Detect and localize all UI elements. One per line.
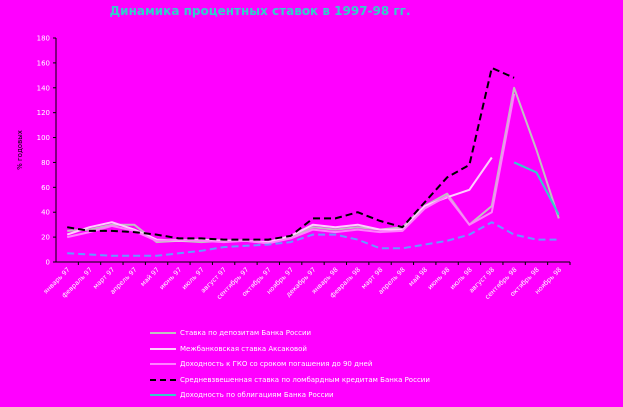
legend-swatch (150, 363, 176, 365)
y-tick-label: 160 (37, 59, 50, 67)
series-line-6 (513, 161, 560, 216)
series-line-2 (66, 156, 493, 244)
legend-swatch (150, 378, 176, 381)
chart-title: Динамика процентных ставок в 1997-98 гг. (109, 4, 411, 18)
y-tick-label: 60 (41, 184, 50, 192)
legend-label: Доходность к ГКО со сроком погашения до … (180, 360, 373, 368)
legend-label: Межбанковская ставка Аксаковой (180, 344, 307, 353)
legend-swatch (150, 332, 176, 334)
y-tick-label: 120 (37, 109, 50, 117)
series-line-3 (66, 93, 516, 245)
y-tick-label: 0 (46, 259, 50, 267)
y-axis-label: % годовых (16, 130, 24, 170)
y-tick-label: 180 (37, 35, 50, 43)
legend-label: Средневзвешенная ставка по ломбардным кр… (180, 375, 430, 384)
y-tick-label: 40 (41, 209, 50, 217)
legend-label: Ставка по депозитам Банка России (180, 329, 312, 337)
legend-label: Доходность по облигациям Банка России (180, 391, 334, 399)
x-tick-label: июнь 97 (158, 266, 184, 292)
legend-swatch (150, 347, 176, 350)
legend-swatch (150, 394, 176, 396)
series-line-5 (67, 221, 559, 257)
y-tick-label: 100 (37, 134, 50, 142)
series-line-4 (67, 66, 515, 241)
y-tick-label: 140 (37, 84, 50, 92)
y-tick-label: 20 (41, 234, 50, 242)
y-tick-label: 80 (41, 159, 50, 167)
x-tick-label: июнь 98 (426, 266, 452, 292)
